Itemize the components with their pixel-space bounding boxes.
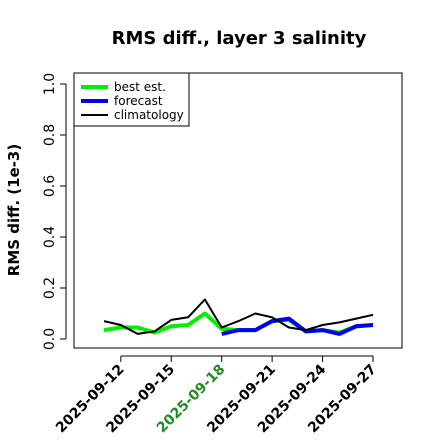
y-tick-label: 0.0 (42, 328, 58, 350)
chart-title: RMS diff., layer 3 salinity (112, 28, 367, 49)
legend-entry: climatology (114, 108, 184, 122)
series-lines (103, 298, 374, 336)
plot-frame (73, 72, 403, 349)
y-axis-label: RMS diff. (1e-3) (5, 144, 23, 276)
y-tick-label: 1.0 (42, 73, 58, 95)
y-tick-label: 0.2 (42, 277, 58, 299)
y-tick-label: 0.4 (42, 226, 58, 248)
legend-entry: forecast (114, 94, 163, 108)
y-tick-label: 0.8 (42, 124, 58, 146)
y-tick-label: 0.6 (42, 175, 58, 197)
series-line-forecast (221, 316, 374, 336)
y-axis: 0.0 0.2 0.4 0.6 0.8 1.0 (42, 73, 67, 350)
x-axis: 2025-09-122025-09-152025-09-182025-09-21… (53, 355, 380, 436)
legend-entry: best est. (114, 80, 166, 94)
series-line-climatology (103, 298, 374, 335)
